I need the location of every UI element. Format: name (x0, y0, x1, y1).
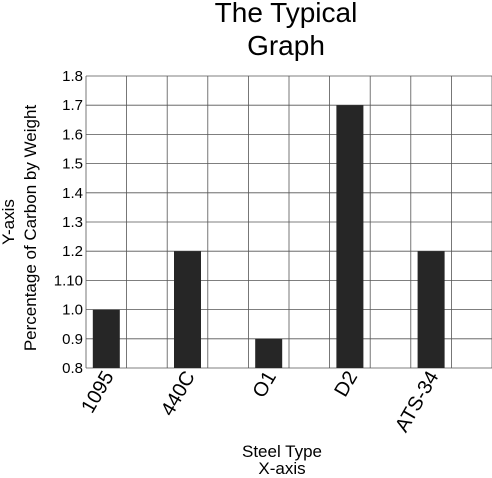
bar-1095 (92, 309, 120, 368)
x-tick-label: ATS-34 (391, 368, 443, 436)
y-tick-label: 1.5 (62, 156, 83, 173)
chart-title-line-2: Graph (247, 30, 325, 61)
y-tick-label: 1.2 (62, 243, 83, 260)
y-axis-label: Y-axis Percentage of Carbon by Weight (0, 105, 40, 352)
grid (85, 75, 492, 369)
bar-ats-34 (417, 251, 445, 368)
bar-d2 (336, 105, 364, 368)
x-axis-label-line-1: Steel Type (242, 442, 322, 461)
bar-440c (174, 251, 201, 368)
y-tick-label: 1.3 (62, 214, 83, 231)
y-tick-label: 1.0 (62, 302, 83, 319)
y-tick-label: 1.8 (62, 68, 83, 85)
x-tick-label: D2 (330, 368, 362, 401)
x-tick-label: 1095 (77, 368, 118, 418)
x-tick-labels: 1095 440C O1 D2 ATS-34 (77, 368, 443, 436)
y-tick-label: 1.4 (62, 185, 83, 202)
x-tick-label: O1 (249, 368, 281, 402)
y-tick-label: 1.10 (54, 272, 83, 289)
bar-o1 (255, 338, 283, 368)
y-tick-label: 1.7 (62, 97, 83, 114)
y-axis-label-line-1: Y-axis (0, 199, 18, 245)
bars (92, 105, 445, 368)
y-tick-label: 0.9 (62, 331, 83, 348)
y-axis-label-line-2: Percentage of Carbon by Weight (21, 105, 40, 352)
x-axis-label-line-2: X-axis (258, 459, 305, 478)
y-tick-label: 1.6 (62, 126, 83, 143)
y-tick-labels: 0.8 0.9 1.0 1.10 1.2 1.3 1.4 1.5 1.6 1.7 1.8 (54, 68, 83, 377)
chart-title: The Typical Graph (215, 0, 358, 61)
x-tick-label: 440C (157, 368, 200, 420)
y-tick-label: 0.8 (62, 360, 83, 377)
x-axis-label: Steel Type X-axis (242, 442, 322, 478)
chart-title-line-1: The Typical (215, 0, 358, 28)
